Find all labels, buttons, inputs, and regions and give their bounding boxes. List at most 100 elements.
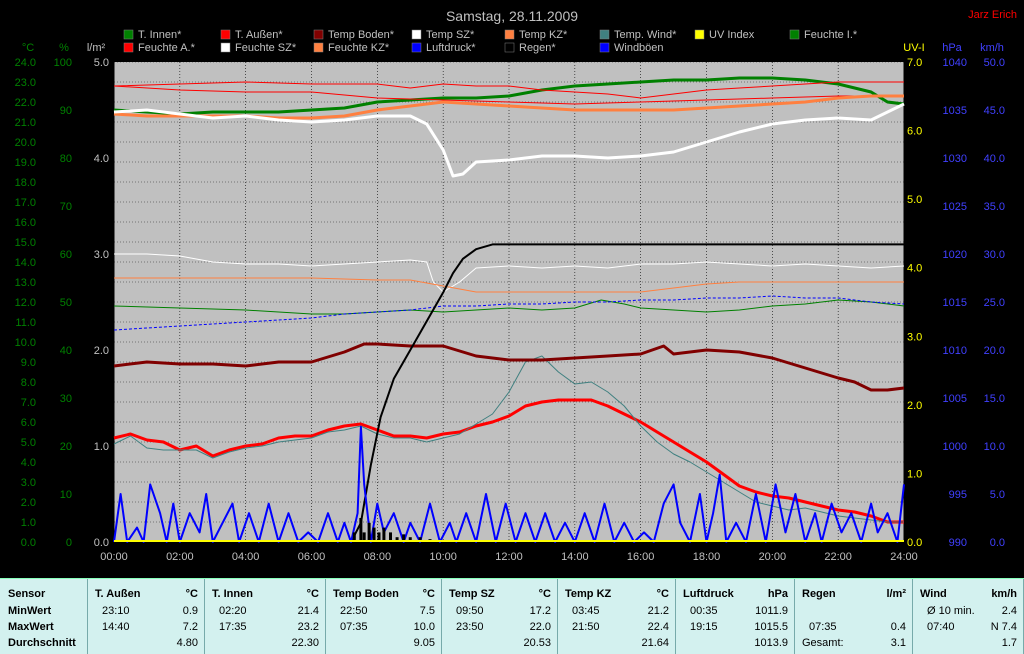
stats-avg-value: 1.7 <box>1001 637 1017 649</box>
stats-unit: l/m² <box>886 588 906 600</box>
stats-avg-value: 3.1 <box>890 637 906 649</box>
stats-min-value: 21.4 <box>297 605 319 617</box>
hpa-tick-label: 1030 <box>943 153 967 165</box>
stats-column: Luftdruck hPa 00:35 1011.9 19:15 1015.5 1013.9 <box>676 579 795 654</box>
stats-title: Temp Boden <box>333 588 399 600</box>
stats-column: Temp SZ °C 09:50 17.2 23:50 22.0 20.53 <box>442 579 558 654</box>
stats-min-value: 1011.9 <box>755 605 788 617</box>
rain-bar <box>389 532 392 542</box>
stats-max-time: 23:50 <box>456 621 484 633</box>
legend-label: UV Index <box>709 29 755 41</box>
legend-label: Temp SZ* <box>426 29 475 41</box>
temp-tick-label: 22.0 <box>15 97 36 109</box>
rain-bar <box>362 532 366 542</box>
stats-min-time: 00:35 <box>690 605 718 617</box>
rain-bar <box>377 532 381 542</box>
uv-tick-label: 6.0 <box>907 126 922 138</box>
stats-max-value: 10.0 <box>413 621 435 633</box>
uv-tick-label: 5.0 <box>907 194 922 206</box>
stats-column: T. Innen °C 02:20 21.4 17:35 23.2 22.30 <box>205 579 326 654</box>
rain-bar <box>402 534 406 542</box>
min-label: MinWert <box>8 605 52 617</box>
left-unit-rain: l/m² <box>87 42 106 54</box>
series-line <box>113 342 905 392</box>
legend-label: Luftdruck* <box>426 42 476 54</box>
hpa-tick-label: 1010 <box>943 345 967 357</box>
hpa-tick-label: 1000 <box>943 441 967 453</box>
uv-tick-label: 7.0 <box>907 57 922 69</box>
stats-unit: km/h <box>991 588 1017 600</box>
hpa-tick-label: 990 <box>949 537 967 549</box>
temp-tick-label: 14.0 <box>15 257 36 269</box>
temp-tick-label: 3.0 <box>21 477 36 489</box>
hum-tick-label: 100 <box>54 57 72 69</box>
stats-unit: °C <box>656 588 669 600</box>
legend-label: Feuchte I.* <box>804 29 858 41</box>
x-tick-label: 18:00 <box>693 551 721 563</box>
stats-unit: °C <box>422 588 435 600</box>
stats-unit: hPa <box>767 588 788 600</box>
x-tick-label: 04:00 <box>232 551 260 563</box>
stats-max-time: 07:40 <box>927 621 955 633</box>
series-line <box>113 295 905 331</box>
stats-title: T. Innen <box>212 588 253 600</box>
legend-label: Temp KZ* <box>519 29 568 41</box>
legend-swatch <box>313 42 324 53</box>
rain-bar <box>408 537 412 542</box>
rain-tick-label: 0.0 <box>94 537 109 549</box>
stats-max-value: 22.4 <box>647 621 669 633</box>
legend-swatch <box>313 29 324 40</box>
kmh-tick-label: 5.0 <box>990 489 1005 501</box>
temp-tick-label: 10.0 <box>15 337 36 349</box>
rain-bar <box>352 532 356 542</box>
series-line <box>113 76 905 116</box>
kmh-tick-label: 40.0 <box>984 153 1005 165</box>
temp-tick-label: 4.0 <box>21 457 36 469</box>
series-line <box>113 85 904 105</box>
temp-tick-label: 24.0 <box>15 57 36 69</box>
stats-column: T. Außen °C 23:10 0.9 14:40 7.2 4.80 <box>88 579 205 654</box>
temp-tick-label: 18.0 <box>15 177 36 189</box>
stats-avg-label: Gesamt: <box>802 637 844 649</box>
stats-title: Temp SZ <box>449 588 495 600</box>
hum-tick-label: 0 <box>66 537 72 549</box>
sensor-header: Sensor <box>8 588 46 600</box>
rain-bar <box>418 537 422 542</box>
legend-label: Feuchte KZ* <box>328 42 390 54</box>
stats-max-time: 21:50 <box>572 621 600 633</box>
stats-max-value: N 7.4 <box>990 621 1017 633</box>
x-tick-label: 14:00 <box>561 551 589 563</box>
stats-column: Temp Boden °C 22:50 7.5 07:35 10.0 9.05 <box>326 579 442 654</box>
stats-column: Temp KZ °C 03:45 21.2 21:50 22.4 21.64 <box>558 579 676 654</box>
temp-tick-label: 2.0 <box>21 497 36 509</box>
stats-max-time: 07:35 <box>809 621 837 633</box>
legend-label: Feuchte A.* <box>138 42 196 54</box>
series-line <box>114 243 904 543</box>
temp-tick-label: 0.0 <box>21 537 36 549</box>
stats-unit: °C <box>185 588 198 600</box>
legend-label: T. Außen* <box>235 29 283 41</box>
hum-tick-label: 40 <box>60 345 72 357</box>
series-line <box>113 299 905 315</box>
x-tick-label: 24:00 <box>890 551 918 563</box>
weather-chart: Samstag, 28.11.2009 Jarz Erich T. Innen*… <box>14 8 1017 563</box>
hum-tick-label: 90 <box>60 105 72 117</box>
uv-tick-label: 0.0 <box>907 537 922 549</box>
legend-swatch <box>599 29 610 40</box>
x-tick-label: 16:00 <box>627 551 655 563</box>
kmh-tick-label: 10.0 <box>984 441 1005 453</box>
stats-column: Wind km/h Ø 10 min. 2.4 07:40 N 7.4 1.7 <box>913 579 1024 654</box>
stats-avg-value: 20.53 <box>523 637 551 649</box>
x-tick-label: 08:00 <box>364 551 392 563</box>
legend-swatch <box>123 29 134 40</box>
kmh-tick-label: 30.0 <box>984 249 1005 261</box>
uv-tick-label: 1.0 <box>907 468 922 480</box>
hum-tick-label: 10 <box>60 489 72 501</box>
temp-tick-label: 21.0 <box>15 117 36 129</box>
hum-tick-label: 70 <box>60 201 72 213</box>
right-unit-uv: UV-I <box>903 42 924 54</box>
x-tick-label: 20:00 <box>759 551 787 563</box>
kmh-tick-label: 20.0 <box>984 345 1005 357</box>
legend-swatch <box>694 29 705 40</box>
right-unit-hpa: hPa <box>942 42 962 54</box>
